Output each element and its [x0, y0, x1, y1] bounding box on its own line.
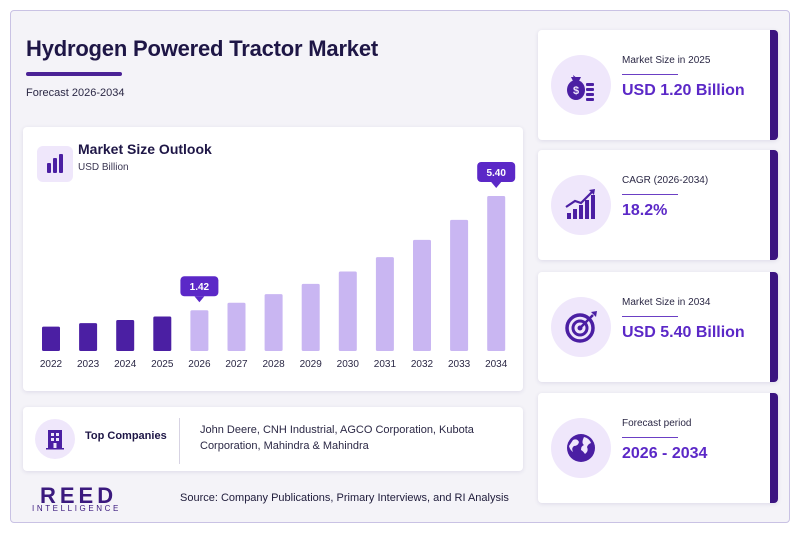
source-note: Source: Company Publications, Primary In… — [180, 492, 509, 504]
kpi-label: Forecast period — [622, 418, 692, 429]
x-tick-label: 2033 — [448, 359, 471, 370]
kpi-card-market-size-2025: $ Market Size in 2025 USD 1.20 Billion — [538, 30, 778, 140]
kpi-value: USD 5.40 Billion — [622, 324, 745, 341]
bar-2029 — [301, 283, 320, 351]
kpi-rule — [622, 74, 678, 75]
divider — [179, 418, 180, 464]
bar-2022 — [42, 326, 60, 351]
callout-label: 5.40 — [486, 168, 506, 179]
bar-2028 — [264, 294, 283, 351]
chart-title: Market Size Outlook — [78, 141, 212, 157]
x-tick-label: 2032 — [411, 359, 434, 370]
x-tick-label: 2027 — [225, 359, 248, 370]
callout-2034: 5.40 — [477, 162, 516, 188]
bar-2033 — [450, 219, 469, 351]
x-tick-label: 2031 — [374, 359, 397, 370]
top-companies-card — [23, 407, 523, 471]
brand-logo-subtitle: INTELLIGENCE — [32, 504, 121, 513]
title-underline — [26, 72, 122, 76]
x-tick-label: 2028 — [262, 359, 285, 370]
top-companies-label: Top Companies — [85, 430, 167, 442]
x-tick-label: 2029 — [300, 359, 323, 370]
bar-2034 — [487, 196, 506, 351]
kpi-label: Market Size in 2034 — [622, 297, 711, 308]
svg-text:$: $ — [573, 85, 579, 97]
chart-unit: USD Billion — [78, 162, 129, 173]
bar-chart: 2022 2023 2024 2025 2026 2027 2028 2029 2030 2031… — [40, 162, 516, 370]
kpi-value: 18.2% — [622, 202, 668, 219]
page-title: Hydrogen Powered Tractor Market — [26, 36, 379, 61]
kpi-rule — [622, 194, 678, 195]
x-tick-label: 2026 — [188, 359, 211, 370]
callout-2026: 1.42 — [180, 276, 219, 303]
bar-2030 — [338, 271, 357, 351]
page-subtitle: Forecast 2026-2034 — [26, 87, 125, 99]
kpi-card-cagr: CAGR (2026-2034) 18.2% — [538, 150, 778, 260]
top-companies-list: John Deere, CNH Industrial, AGCO Corpora… — [200, 424, 474, 452]
bar-2023 — [79, 323, 98, 351]
brand-logo: REED — [40, 483, 118, 508]
x-tick-label: 2023 — [77, 359, 100, 370]
x-tick-label: 2030 — [337, 359, 360, 370]
kpi-value: USD 1.20 Billion — [622, 82, 745, 99]
kpi-card-forecast-period: Forecast period 2026 - 2034 — [538, 393, 778, 503]
x-tick-label: 2034 — [485, 359, 508, 370]
bar-2032 — [413, 239, 431, 351]
kpi-card-market-size-2034: Market Size in 2034 USD 5.40 Billion — [538, 272, 778, 382]
kpi-value: 2026 - 2034 — [622, 445, 708, 462]
bar-2027 — [227, 302, 246, 351]
bar-chart-icon — [37, 146, 73, 182]
kpi-label: CAGR (2026-2034) — [622, 175, 709, 186]
kpi-label: Market Size in 2025 — [622, 55, 711, 66]
x-tick-label: 2022 — [40, 359, 63, 370]
growth-chart-icon — [551, 175, 611, 235]
building-icon — [35, 419, 75, 459]
bar-2025 — [153, 316, 172, 351]
globe-icon — [551, 418, 611, 478]
money-bag-icon: $ — [551, 55, 611, 115]
bar-2026 — [190, 310, 209, 351]
kpi-rule — [622, 316, 678, 317]
bar-2024 — [116, 320, 135, 351]
x-tick-label: 2025 — [151, 359, 174, 370]
kpi-rule — [622, 437, 678, 438]
callout-label: 1.42 — [190, 282, 210, 293]
target-icon — [551, 297, 611, 357]
x-tick-label: 2024 — [114, 359, 137, 370]
bar-2031 — [375, 257, 394, 351]
